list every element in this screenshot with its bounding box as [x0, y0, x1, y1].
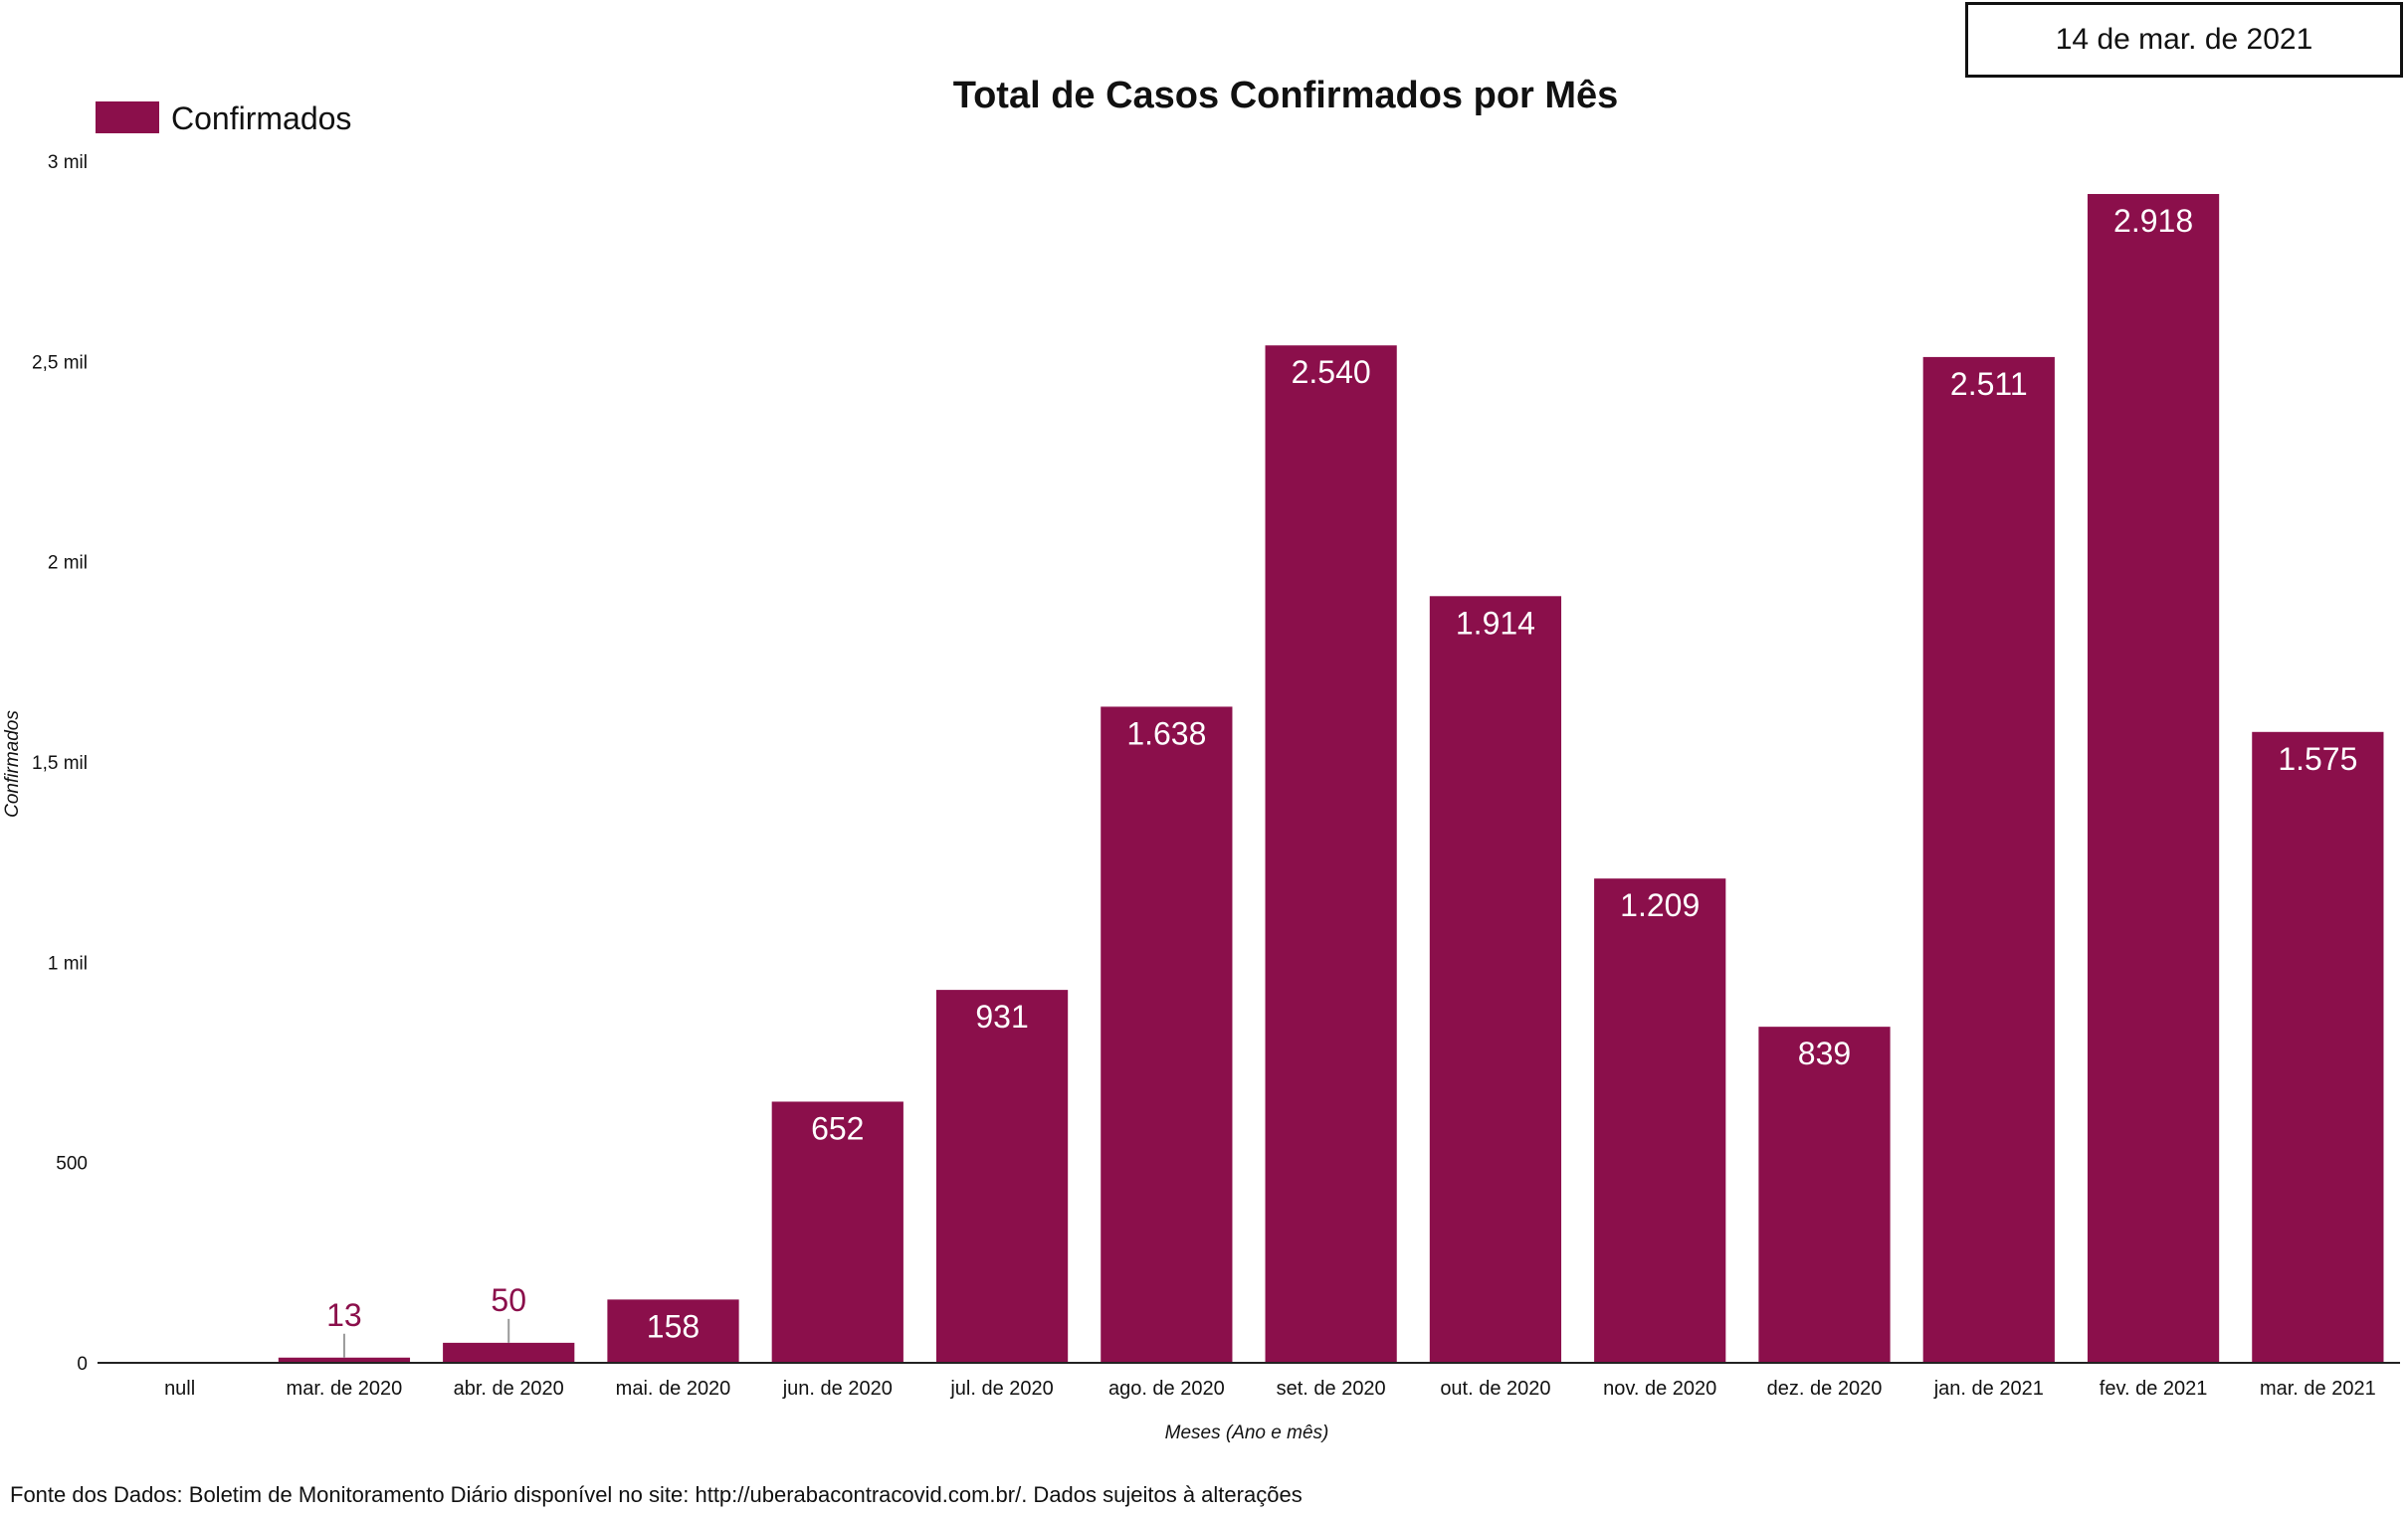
y-axis: 0 500 1 mil 1,5 mil 2 mil 2,5 mil 3 mil: [32, 152, 88, 1375]
y-tick-label: 1 mil: [48, 953, 88, 974]
x-tick-label: abr. de 2020: [454, 1378, 564, 1400]
bar: [1101, 706, 1233, 1363]
y-tick-label: 2,5 mil: [32, 352, 88, 373]
y-tick-label: 2 mil: [48, 553, 88, 574]
bar: [1265, 345, 1397, 1363]
bar: [1922, 356, 2055, 1363]
x-tick-label: jan. de 2021: [1933, 1378, 2044, 1400]
x-tick-label: mar. de 2020: [287, 1378, 403, 1400]
x-tick-label: out. de 2020: [1440, 1378, 1550, 1400]
chart-title: Total de Casos Confirmados por Mês: [953, 75, 1619, 116]
data-label: 2.540: [1292, 354, 1371, 390]
data-label: 1.209: [1620, 887, 1700, 923]
legend-swatch: [96, 101, 159, 133]
y-tick-label: 3 mil: [48, 152, 88, 173]
x-tick-label: dez. de 2020: [1767, 1378, 1883, 1400]
data-label: 1.914: [1456, 605, 1535, 641]
legend-label: Confirmados: [171, 100, 351, 136]
y-tick-label: 0: [77, 1354, 88, 1375]
data-label: 1.575: [2278, 741, 2357, 777]
bar: [1594, 878, 1726, 1363]
data-label: 50: [491, 1282, 526, 1318]
data-label: 652: [811, 1110, 864, 1146]
bar: [443, 1342, 575, 1363]
data-label: 158: [647, 1308, 700, 1344]
bar: [1429, 596, 1562, 1363]
bar: [2087, 194, 2220, 1363]
x-axis: null mar. de 2020 abr. de 2020 mai. de 2020…: [164, 1378, 2376, 1400]
data-label: 839: [1798, 1036, 1851, 1071]
x-tick-label: ago. de 2020: [1108, 1378, 1225, 1400]
bar: [278, 1357, 411, 1363]
legend[interactable]: Confirmados: [96, 100, 351, 136]
bar: [771, 1101, 903, 1363]
x-tick-label: jun. de 2020: [782, 1378, 893, 1400]
y-tick-label: 1,5 mil: [32, 753, 88, 774]
bar: [935, 990, 1069, 1363]
x-axis-label: Meses (Ano e mês): [1165, 1423, 1329, 1443]
x-tick-label: set. de 2020: [1277, 1378, 1386, 1400]
report-date: 14 de mar. de 2021: [2055, 23, 2313, 56]
bars: 13 50 158 652 931 1.638 2.540 1.914 1.209 839 2.51…: [278, 194, 2384, 1363]
x-tick-label: jul. de 2020: [949, 1378, 1053, 1400]
bar: [607, 1299, 739, 1363]
bar: [2252, 731, 2384, 1363]
x-tick-label: null: [164, 1378, 195, 1400]
data-label: 931: [975, 999, 1028, 1035]
x-tick-label: nov. de 2020: [1603, 1378, 1716, 1400]
y-axis-label: Confirmados: [2, 710, 23, 818]
report-date-box: 14 de mar. de 2021: [1965, 2, 2403, 78]
data-label: 2.918: [2113, 203, 2193, 239]
x-tick-label: mar. de 2021: [2260, 1378, 2376, 1400]
data-label: 13: [326, 1297, 362, 1333]
x-tick-label: fev. de 2021: [2100, 1378, 2208, 1400]
bar: [1758, 1027, 1891, 1363]
x-tick-label: mai. de 2020: [616, 1378, 731, 1400]
data-source-note: Fonte dos Dados: Boletim de Monitorament…: [10, 1482, 1303, 1507]
y-tick-label: 500: [56, 1154, 88, 1175]
data-label: 2.511: [1950, 366, 2028, 402]
data-label: 1.638: [1126, 715, 1206, 751]
